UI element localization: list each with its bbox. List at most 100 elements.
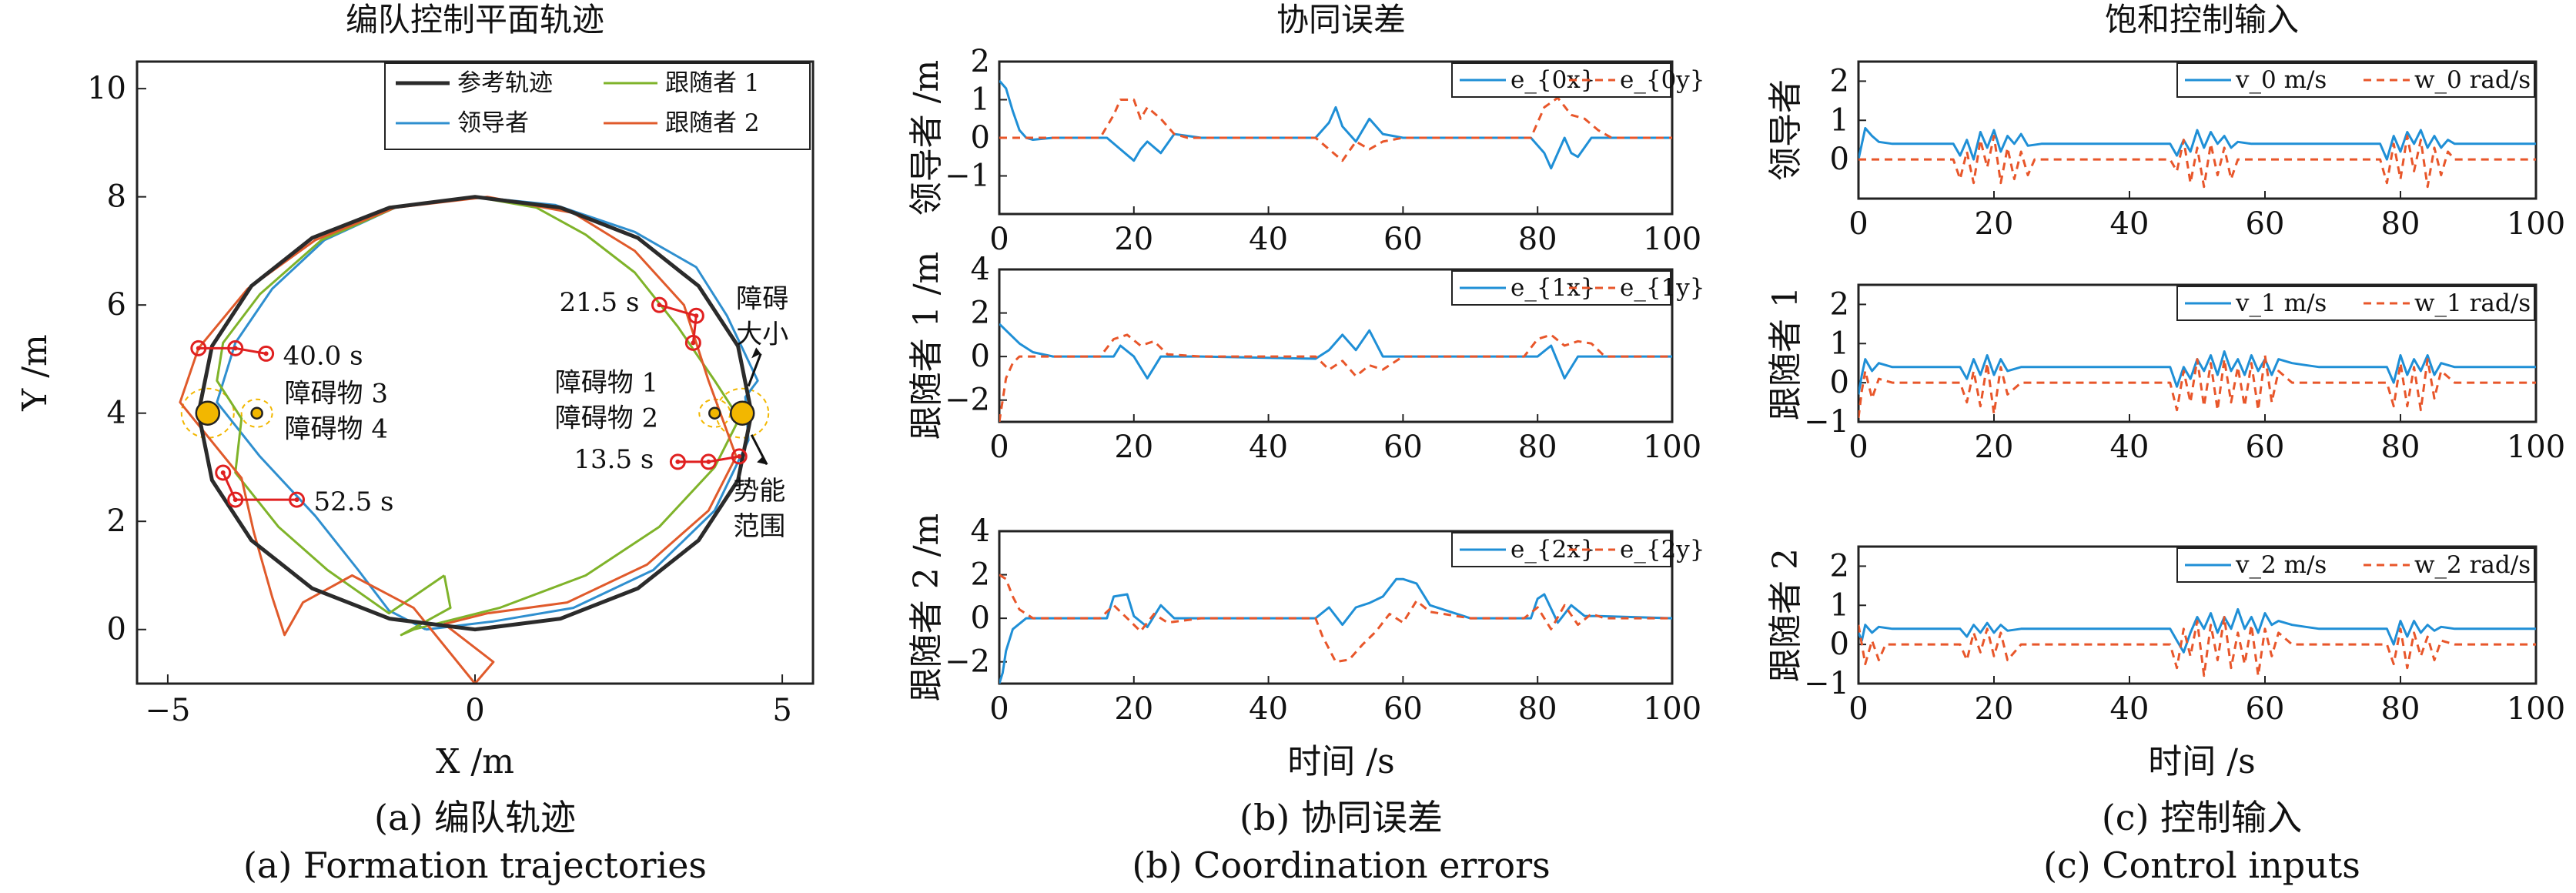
caption-c-en: (c) Control inputs: [2043, 845, 2360, 886]
x-tick-label: 80: [1518, 691, 1557, 727]
caption-b-en: (b) Coordination errors: [1132, 845, 1550, 886]
x-tick-label: 20: [1975, 206, 2014, 242]
formation-agent-center: [263, 351, 269, 356]
figure-captions: (a) 编队轨迹 (a) Formation trajectories (b) …: [243, 797, 2360, 886]
error-series-e2x: [999, 577, 1672, 684]
potential-range-circle: [180, 387, 235, 439]
y-tick-label: 0: [971, 339, 990, 374]
formation-link-line: [222, 472, 297, 501]
obstacle-label: 障碍物 1: [555, 368, 658, 399]
arrow-head: [751, 347, 761, 359]
input-series-w2: [1858, 616, 2536, 677]
formation-time-label: 21.5 s: [559, 287, 639, 318]
legend-label: 领导者: [457, 109, 529, 137]
subplot-frame: [998, 530, 1674, 685]
legend-box: [384, 62, 811, 150]
formation-agent-center: [675, 459, 681, 464]
trajectory-x-tick-label: 0: [465, 693, 484, 728]
x-tick-label: 100: [2507, 430, 2565, 465]
x-tick-label: 0: [1848, 691, 1868, 727]
x-tick-label: 60: [1383, 691, 1423, 727]
legend-box: [2176, 547, 2535, 583]
x-tick-label: 100: [1643, 430, 1701, 465]
trajectory-x-tick-label: −5: [145, 693, 190, 728]
legend-label: w_2 rad/s: [2414, 551, 2531, 579]
y-tick-label: −1: [1804, 404, 1849, 440]
y-tick-label: −1: [1804, 666, 1849, 701]
x-tick-label: 20: [1114, 430, 1153, 465]
obstacle-label: 障碍物 2: [555, 403, 658, 433]
y-tick-label: 2: [1830, 63, 1849, 99]
trajectory-y-tick-label: 10: [87, 71, 126, 106]
y-tick-label: 1: [1830, 587, 1849, 623]
x-tick-label: 20: [1975, 430, 2014, 465]
trajectory-y-tick-label: 0: [107, 612, 126, 647]
x-tick-label: 20: [1975, 691, 2014, 727]
y-tick-label: 1: [1830, 326, 1849, 361]
y-tick-label: 0: [971, 120, 990, 156]
x-tick-label: 100: [2507, 206, 2565, 242]
x-tick-label: 0: [989, 222, 1009, 257]
formation-agent-center: [294, 497, 299, 503]
y-tick-label: 2: [971, 296, 990, 331]
trajectory-y-axis-label: Y /m: [15, 334, 55, 412]
legend-box: [2176, 286, 2535, 321]
error-y-axis-label: 跟随者 1 /m: [907, 252, 946, 440]
formation-agent-marker: [190, 339, 207, 356]
legend-label: 跟随者 1: [665, 69, 760, 97]
formation-agent-marker: [669, 453, 686, 470]
formation-agent-marker: [215, 464, 232, 481]
caption-b-cn: (b) 协同误差: [1239, 797, 1443, 838]
x-tick-label: 60: [2246, 430, 2285, 465]
y-tick-label: 2: [1830, 286, 1849, 322]
x-tick-label: 0: [989, 430, 1009, 465]
obstacle-marker: [250, 406, 263, 420]
y-tick-label: 0: [971, 600, 990, 636]
x-tick-label: 80: [1518, 430, 1557, 465]
input-y-axis-label: 跟随者 2: [1766, 548, 1805, 682]
x-tick-label: 40: [2110, 206, 2149, 242]
x-tick-label: 60: [2246, 206, 2285, 242]
trajectory-line-follower-2: [179, 196, 738, 684]
y-tick-label: 2: [1830, 548, 1849, 584]
error-y-axis-label: 跟随者 2 /m: [907, 513, 946, 702]
x-tick-label: 40: [1249, 222, 1288, 257]
x-tick-label: 0: [1848, 206, 1868, 242]
obstacle-marker: [708, 406, 721, 420]
subplot-frame: [1857, 283, 2538, 423]
legend-label: v_0 m/s: [2235, 66, 2327, 94]
y-tick-label: 4: [971, 252, 990, 287]
y-tick-label: −2: [945, 644, 990, 680]
formation-agent-marker: [700, 453, 717, 470]
formation-agent-marker: [651, 296, 667, 313]
legend-label: e_{0x}: [1510, 66, 1596, 94]
error-y-axis-label: 领导者 /m: [907, 60, 946, 216]
input-series-v1: [1858, 350, 2536, 395]
arrow-head: [757, 456, 768, 465]
x-tick-label: 60: [2246, 691, 2285, 727]
trajectory-legend: 参考轨迹 跟随者 1 领导者 跟随者 2: [384, 62, 811, 150]
x-tick-label: 100: [1643, 222, 1701, 257]
error-subplot: 0 20 40 60 80 100 −2 0 2 4 e_{2x} e_{2y} 跟随者 2 /m: [907, 513, 1705, 727]
y-tick-label: 0: [1830, 142, 1849, 177]
control-input-title: 饱和控制输入: [2105, 1, 2299, 38]
obstacle-label: 障碍物 3: [285, 379, 388, 410]
formation-agent-center: [691, 340, 696, 346]
x-tick-label: 0: [989, 691, 1009, 727]
caption-c-cn: (c) 控制输入: [2102, 797, 2302, 838]
formation-time-label: 52.5 s: [314, 487, 394, 517]
formation-time-label: 13.5 s: [574, 444, 654, 475]
input-series-v2: [1858, 607, 2536, 654]
formation-agent-marker: [227, 491, 244, 508]
trajectory-plot-frame: [135, 60, 815, 685]
trajectory-x-axis-label: X /m: [436, 742, 514, 781]
legend-label: 参考轨迹: [457, 69, 553, 97]
formation-agent-marker: [289, 491, 306, 508]
